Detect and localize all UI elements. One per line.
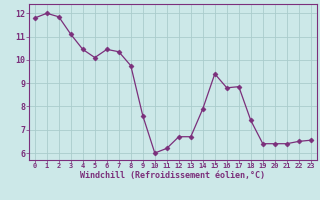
X-axis label: Windchill (Refroidissement éolien,°C): Windchill (Refroidissement éolien,°C) xyxy=(80,171,265,180)
